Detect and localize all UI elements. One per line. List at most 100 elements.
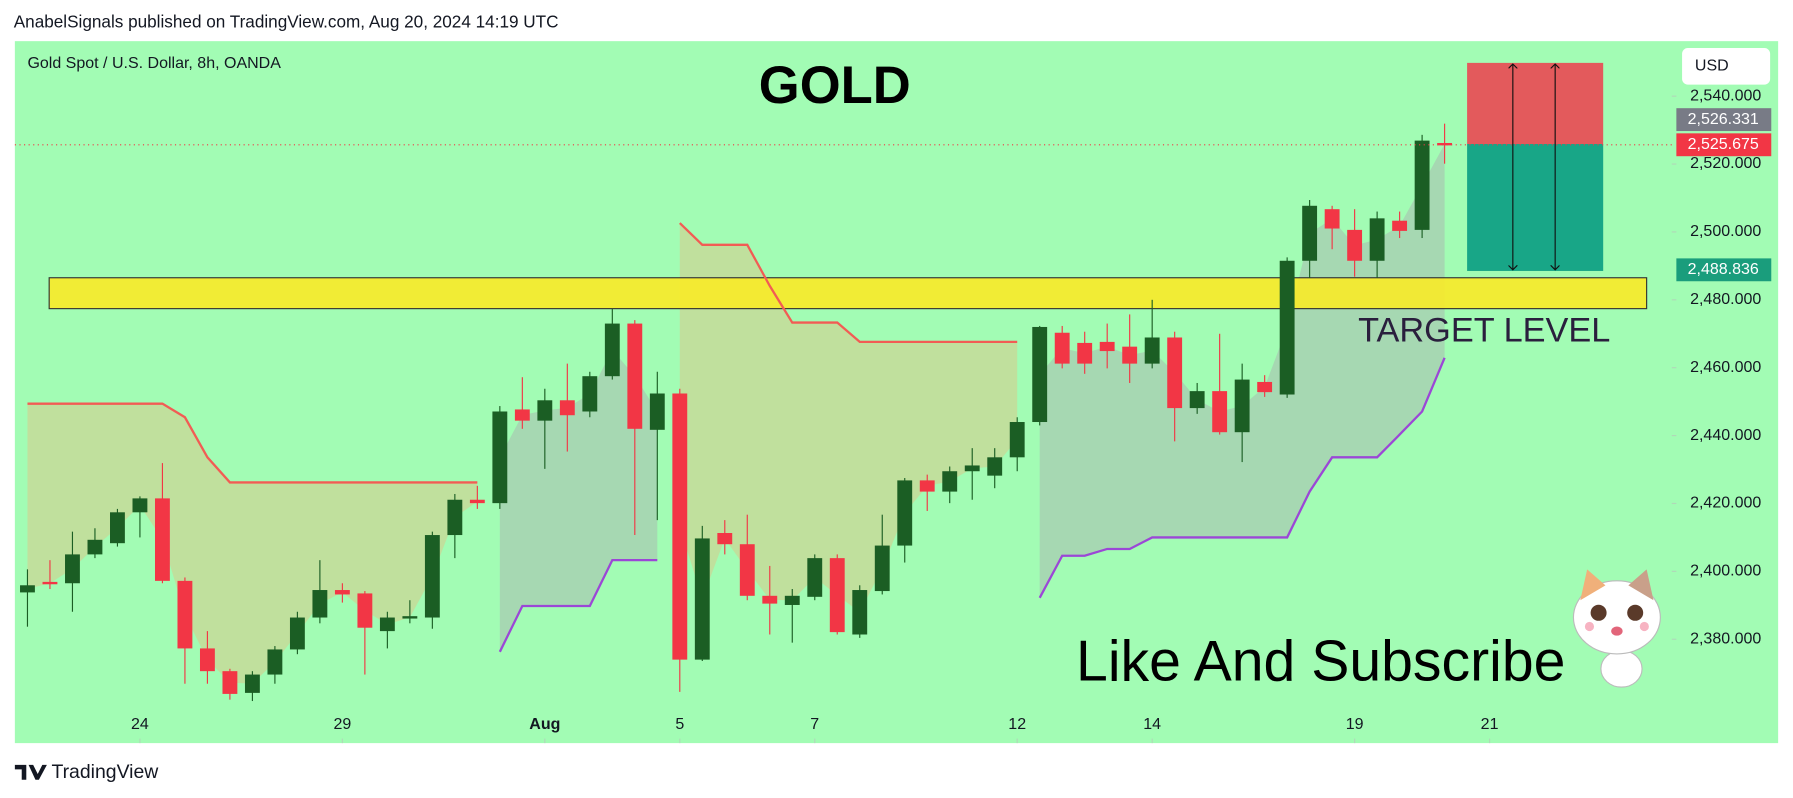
candle-body <box>1189 391 1205 409</box>
candle-body <box>829 558 845 633</box>
price-label-box <box>1676 258 1772 282</box>
candle-body <box>1144 337 1160 364</box>
candle-body <box>20 585 35 593</box>
candle-body <box>154 498 170 581</box>
candle-body <box>604 323 620 377</box>
candle-body <box>897 480 913 546</box>
supertrend-fill <box>27 403 478 684</box>
candle-body <box>1167 337 1183 409</box>
candle-body <box>177 580 193 649</box>
candle-body <box>739 544 755 596</box>
candle-body <box>1437 142 1453 146</box>
brand: TradingView <box>51 761 159 783</box>
x-tick-label: 12 <box>1008 716 1026 733</box>
candle-body <box>1257 381 1273 393</box>
candle-body <box>357 593 373 628</box>
x-tick-label: 5 <box>675 716 684 733</box>
candle-body <box>514 409 530 421</box>
candle-body <box>447 499 463 536</box>
candle-body <box>942 471 958 492</box>
candle-body <box>492 411 508 504</box>
supertrend-line <box>27 222 1018 484</box>
candle-body <box>334 590 350 595</box>
candle-body <box>379 617 395 632</box>
x-tick-label: 14 <box>1143 716 1161 733</box>
candle-body <box>1032 326 1048 423</box>
candle-body <box>649 393 665 430</box>
candle-body <box>110 512 125 544</box>
candle-body <box>1122 346 1138 364</box>
candle-body <box>919 480 935 492</box>
chart-title: GOLD <box>759 56 911 115</box>
candle-body <box>222 671 238 694</box>
annotation: TARGET LEVEL <box>1358 312 1610 350</box>
candle-body <box>42 581 58 585</box>
candle-body <box>537 400 553 421</box>
y-tick-label: 2,520.000 <box>1690 155 1761 172</box>
stop-area <box>1467 62 1604 145</box>
candle-body <box>1099 341 1115 352</box>
candle-body <box>784 595 800 605</box>
candle-body <box>1414 140 1430 230</box>
candle-body <box>672 393 688 660</box>
y-tick-label: 2,480.000 <box>1690 291 1761 308</box>
header: AnabelSignals published on TradingView.c… <box>14 11 559 31</box>
candle-body <box>807 558 823 597</box>
price-label-box <box>1676 108 1772 132</box>
candle-body <box>199 648 215 672</box>
currency[interactable]: USD <box>1695 58 1729 75</box>
candle-body <box>65 554 80 584</box>
candle-body <box>289 617 305 650</box>
candle-body <box>87 539 103 555</box>
candle-body <box>1347 229 1363 261</box>
symbol: Gold Spot / U.S. Dollar, 8h, OANDA <box>27 55 281 72</box>
price-label: 2,525.675 <box>1688 136 1759 153</box>
candle-body <box>987 457 1003 476</box>
candle-body <box>627 323 643 429</box>
candle-body <box>874 545 890 592</box>
candle-body <box>267 649 283 675</box>
y-tick-label: 2,440.000 <box>1690 427 1761 444</box>
price-label: 2,488.836 <box>1688 261 1759 278</box>
y-tick-label: 2,460.000 <box>1690 359 1761 376</box>
x-tick-label: 29 <box>333 716 351 733</box>
candle-body <box>694 538 710 660</box>
candle-body <box>312 590 328 618</box>
mascot <box>1572 569 1661 688</box>
candle-body <box>964 465 980 472</box>
x-tick-label: 19 <box>1346 716 1364 733</box>
candle-body <box>1234 379 1250 433</box>
x-tick-label: 24 <box>131 716 149 733</box>
y-tick-label: 2,540.000 <box>1690 87 1761 104</box>
candle-body <box>1009 422 1025 458</box>
candle-body <box>1279 260 1295 395</box>
supertrend-line <box>498 357 1446 653</box>
candle-body <box>1392 220 1408 231</box>
candle-body <box>244 674 260 693</box>
supertrend-fill <box>1039 144 1445 598</box>
candle-body <box>402 616 418 619</box>
x-tick-label: Aug <box>529 716 560 733</box>
candle-body <box>1054 332 1070 364</box>
x-tick-label: 21 <box>1481 716 1499 733</box>
candle-body <box>1212 391 1228 433</box>
candle-body <box>1369 218 1385 261</box>
candle-body <box>559 400 575 416</box>
target-area <box>1467 144 1604 271</box>
candle-body <box>424 535 440 618</box>
x-tick-label: 7 <box>810 716 819 733</box>
candle-body <box>582 376 598 412</box>
currency-box[interactable] <box>1682 48 1771 85</box>
y-tick-label: 2,500.000 <box>1690 223 1761 240</box>
candle-body <box>852 590 868 635</box>
price-label-box <box>1676 133 1772 157</box>
price-label: 2,526.331 <box>1688 111 1759 128</box>
candle-body <box>132 498 148 513</box>
y-tick-label: 2,400.000 <box>1690 563 1761 580</box>
supertrend-fill <box>679 223 1018 613</box>
candle-body <box>762 595 778 604</box>
candle-body <box>1302 205 1318 261</box>
candle-body <box>469 499 485 504</box>
brand-logo <box>14 764 47 780</box>
